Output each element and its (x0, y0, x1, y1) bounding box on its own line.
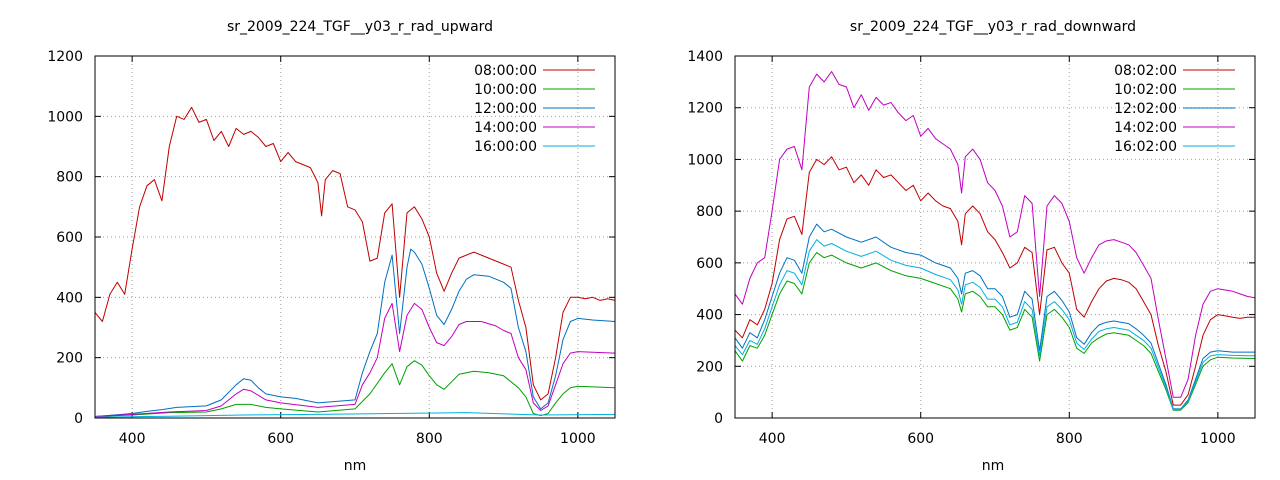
y-tick-label: 0 (714, 411, 723, 427)
x-tick-label: 800 (416, 431, 443, 447)
x-axis-label: nm (982, 458, 1005, 474)
y-tick-label: 1400 (687, 49, 723, 65)
legend-label: 10:00:00 (474, 82, 537, 98)
series-line-080000 (94, 106, 616, 401)
x-tick-label: 1000 (1200, 431, 1236, 447)
legend-label: 14:02:00 (1114, 120, 1177, 136)
y-tick-label: 400 (56, 290, 83, 306)
series-line-160200 (734, 239, 1256, 411)
series-line-120200 (734, 223, 1255, 410)
y-tick-label: 1200 (47, 49, 83, 65)
series-line-080200 (734, 156, 1255, 406)
x-tick-label: 400 (759, 431, 786, 447)
legend: 08:02:00 10:02:00 12:02:00 14:02:00 16:02:00 (1114, 63, 1235, 155)
x-tick-label: 1000 (560, 431, 596, 447)
legend-label: 08:00:00 (474, 63, 537, 79)
y-tick-label: 0 (74, 411, 83, 427)
series-line-140000 (94, 302, 616, 417)
y-tick-label: 600 (696, 256, 723, 272)
legend-label: 08:02:00 (1114, 63, 1177, 79)
legend: 08:00:00 10:00:00 12:00:00 14:00:00 16:00:00 (474, 63, 595, 155)
y-tick-label: 400 (696, 308, 723, 324)
y-tick-label: 800 (56, 170, 83, 186)
x-tick-label: 600 (267, 431, 294, 447)
legend-label: 14:00:00 (474, 120, 537, 136)
series-line-120000 (94, 248, 616, 417)
series-line-100200 (734, 252, 1256, 411)
series-line-140200 (734, 71, 1256, 398)
legend-label: 16:02:00 (1114, 139, 1177, 155)
plot-frame (734, 55, 1256, 419)
y-tick-label: 1200 (687, 101, 723, 117)
legend-label: 12:00:00 (474, 101, 537, 117)
series-line-100000 (94, 360, 616, 417)
legend-label: 10:02:00 (1114, 82, 1177, 98)
y-tick-label: 200 (56, 351, 83, 367)
y-tick-label: 1000 (687, 152, 723, 168)
y-tick-label: 800 (696, 204, 723, 220)
x-axis-label: nm (344, 458, 367, 474)
chart-downward: sr_2009_224_TGF__y03_r_rad_downward 400 60… (687, 19, 1256, 474)
y-tick-label: 200 (696, 359, 723, 375)
plot-frame (94, 55, 616, 419)
chart-title: sr_2009_224_TGF__y03_r_rad_downward (850, 19, 1136, 35)
legend-label: 12:02:00 (1114, 101, 1177, 117)
series-line-160000 (94, 412, 616, 418)
y-tick-label: 1000 (47, 109, 83, 125)
x-tick-label: 400 (119, 431, 146, 447)
chart-title: sr_2009_224_TGF__y03_r_rad_upward (227, 19, 493, 35)
x-tick-label: 800 (1056, 431, 1083, 447)
x-tick-label: 600 (907, 431, 934, 447)
y-tick-label: 600 (56, 230, 83, 246)
chart-upward: sr_2009_224_TGF__y03_r_rad_upward 400 600 8… (47, 19, 616, 474)
legend-label: 16:00:00 (474, 139, 537, 155)
